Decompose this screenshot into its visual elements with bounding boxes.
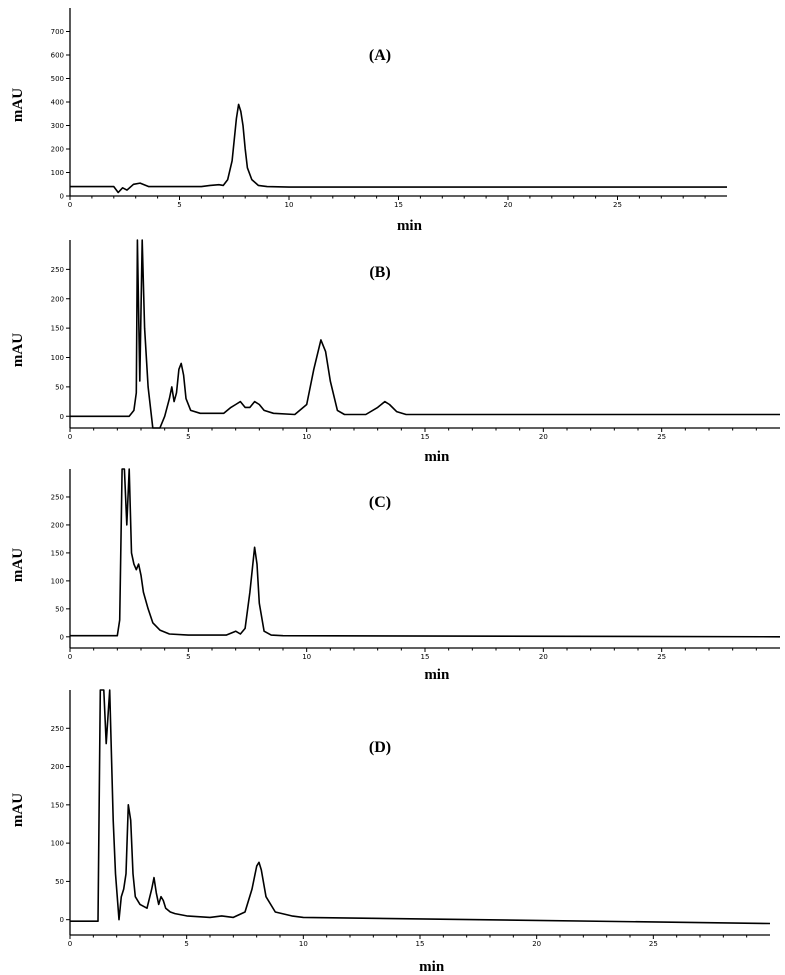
panel-b: 0 50 100 150 200 250 0 5 10 15 20 25 mAU min (B) <box>10 239 780 465</box>
y-tick-label-b-0: 0 <box>60 413 64 421</box>
x-tick-label-d-1: 5 <box>184 940 188 948</box>
panel-c: 0 50 100 150 200 250 0 5 10 15 20 25 mAU min (C) <box>10 468 781 683</box>
x-tick-label-b-2: 10 <box>302 433 311 441</box>
y-tick-label-b-1: 50 <box>55 383 64 391</box>
y-tick-label-d-3: 150 <box>51 801 64 809</box>
y-axis-label-d: mAU <box>10 793 26 827</box>
panel-title-d: (D) <box>369 739 391 756</box>
chromatogram-trace-c <box>70 468 781 638</box>
x-tick-label-d-2: 10 <box>299 940 308 948</box>
y-tick-label-a-0: 0 <box>60 193 64 201</box>
chromatogram-trace-a <box>70 103 727 194</box>
x-tick-label-b-4: 20 <box>539 433 548 441</box>
y-tick-label-c-4: 200 <box>51 521 64 529</box>
panel-d: 0 50 100 150 200 250 0 5 10 15 20 25 mAU min (D) <box>10 689 771 975</box>
x-tick-label-d-4: 20 <box>532 940 541 948</box>
x-tick-label-c-0: 0 <box>68 653 72 661</box>
x-tick-label-a-1: 5 <box>177 201 181 209</box>
y-tick-label-a-6: 600 <box>51 52 64 60</box>
y-tick-label-c-3: 150 <box>51 549 64 557</box>
x-tick-label-a-4: 20 <box>504 201 513 209</box>
y-tick-label-c-1: 50 <box>55 605 64 613</box>
x-tick-label-b-0: 0 <box>68 433 72 441</box>
y-tick-label-a-5: 500 <box>51 75 64 83</box>
y-tick-label-b-4: 200 <box>51 295 64 303</box>
x-tick-label-b-3: 15 <box>421 433 430 441</box>
y-tick-label-d-1: 50 <box>55 878 64 886</box>
panel-a: 0 100 200 300 400 500 600 700 0 5 10 15 20 25 mAU min (A… <box>10 8 727 234</box>
x-tick-label-a-2: 10 <box>285 201 294 209</box>
y-tick-label-d-5: 250 <box>51 725 64 733</box>
x-tick-label-d-3: 15 <box>416 940 425 948</box>
y-tick-label-c-0: 0 <box>60 633 64 641</box>
x-tick-label-a-3: 15 <box>394 201 403 209</box>
chromatogram-trace-b <box>70 239 780 429</box>
x-tick-label-c-3: 15 <box>421 653 430 661</box>
y-axis-label-a: mAU <box>10 88 26 122</box>
x-tick-label-b-1: 5 <box>186 433 190 441</box>
panel-title-c: (C) <box>369 494 391 511</box>
y-tick-label-a-1: 100 <box>51 169 64 177</box>
y-tick-label-d-0: 0 <box>60 916 64 924</box>
y-tick-label-d-4: 200 <box>51 763 64 771</box>
x-tick-label-a-5: 25 <box>613 201 622 209</box>
x-tick-label-b-5: 25 <box>657 433 666 441</box>
y-tick-label-a-2: 200 <box>51 146 64 154</box>
y-tick-label-a-4: 400 <box>51 99 64 107</box>
y-tick-label-c-5: 250 <box>51 493 64 501</box>
x-tick-label-c-1: 5 <box>186 653 190 661</box>
x-axis-label-a: min <box>397 218 423 234</box>
x-axis-label-c: min <box>424 667 450 683</box>
panel-title-b: (B) <box>369 264 390 281</box>
x-tick-label-c-2: 10 <box>302 653 311 661</box>
x-axis-label-b: min <box>424 449 450 465</box>
x-tick-label-c-5: 25 <box>657 653 666 661</box>
x-tick-label-c-4: 20 <box>539 653 548 661</box>
y-tick-label-b-3: 150 <box>51 325 64 333</box>
panel-title-a: (A) <box>369 47 391 64</box>
y-tick-label-d-2: 100 <box>51 840 64 848</box>
x-tick-label-d-5: 25 <box>649 940 658 948</box>
chromatogram-trace-d <box>70 689 771 925</box>
x-axis-label-d: min <box>419 959 445 975</box>
y-axis-label-b: mAU <box>10 333 26 367</box>
y-tick-label-a-3: 300 <box>51 122 64 130</box>
y-axis-label-c: mAU <box>10 548 26 582</box>
x-tick-label-d-0: 0 <box>68 940 72 948</box>
y-tick-label-b-5: 250 <box>51 266 64 274</box>
x-tick-label-a-0: 0 <box>68 201 72 209</box>
y-tick-label-c-2: 100 <box>51 577 64 585</box>
y-tick-label-a-7: 700 <box>51 28 64 36</box>
y-tick-label-b-2: 100 <box>51 354 64 362</box>
